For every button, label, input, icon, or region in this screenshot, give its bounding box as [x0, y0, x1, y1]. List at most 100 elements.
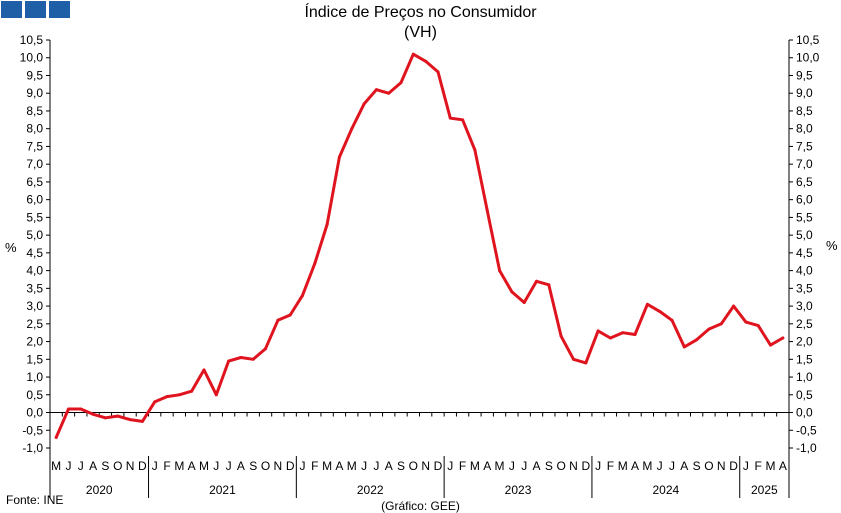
chart-credit: (Gráfico: GEE)	[381, 499, 460, 513]
y-tick-label-right: 7,0	[796, 157, 813, 171]
chart-subtitle: (VH)	[404, 24, 437, 41]
y-tick-label-right: 3,5	[796, 281, 813, 295]
y-tick-label-left: 3,5	[26, 281, 43, 295]
data-point	[473, 148, 477, 152]
data-point	[732, 304, 736, 308]
month-label: J	[669, 459, 675, 473]
data-point	[719, 322, 723, 326]
month-label: O	[556, 459, 565, 473]
y-tick-label-left: 0,0	[26, 406, 43, 420]
month-label: O	[261, 459, 270, 473]
month-label: F	[163, 459, 170, 473]
y-tick-label-right: 7,5	[796, 139, 813, 153]
month-label: J	[299, 459, 305, 473]
data-point	[190, 389, 194, 393]
month-label: A	[335, 459, 343, 473]
data-point	[670, 318, 674, 322]
data-point	[633, 332, 637, 336]
month-label: A	[483, 459, 491, 473]
source-note: Fonte: INE	[6, 493, 64, 507]
month-label: J	[226, 459, 232, 473]
y-tick-label-left: 0,5	[26, 388, 43, 402]
y-tick-label-left: -0,5	[22, 423, 43, 437]
data-point	[325, 222, 329, 226]
data-point	[424, 59, 428, 63]
y-tick-label-left: 1,0	[26, 370, 43, 384]
data-point	[374, 88, 378, 92]
data-point	[781, 336, 785, 340]
data-point	[214, 393, 218, 397]
data-point	[695, 338, 699, 342]
month-label: M	[618, 459, 628, 473]
y-tick-label-left: 9,5	[26, 68, 43, 82]
month-label: N	[126, 459, 135, 473]
month-label: J	[78, 459, 84, 473]
month-label: M	[495, 459, 505, 473]
data-point	[116, 414, 120, 418]
data-point	[251, 357, 255, 361]
data-point	[350, 127, 354, 131]
y-tick-label-left: 4,0	[26, 264, 43, 278]
y-tick-label-left: 1,5	[26, 352, 43, 366]
data-point	[411, 52, 415, 56]
month-label: M	[470, 459, 480, 473]
data-point	[91, 412, 95, 416]
data-point	[596, 329, 600, 333]
data-point	[239, 356, 243, 360]
y-tick-label-right: 10,0	[796, 51, 820, 65]
data-point	[645, 302, 649, 306]
month-label: A	[188, 459, 196, 473]
month-label: D	[286, 459, 295, 473]
data-point	[288, 313, 292, 317]
y-tick-label-right: 10,5	[796, 33, 820, 47]
y-tick-label-right: 2,5	[796, 317, 813, 331]
y-tick-label-right: 9,0	[796, 86, 813, 100]
month-label: J	[521, 459, 527, 473]
data-point	[177, 393, 181, 397]
data-point	[362, 102, 366, 106]
month-label: J	[65, 459, 71, 473]
month-label: J	[373, 459, 379, 473]
month-label: S	[693, 459, 701, 473]
y-tick-label-left: 5,5	[26, 210, 43, 224]
month-label: S	[249, 459, 257, 473]
data-point	[461, 118, 465, 122]
y-tick-label-right: 4,0	[796, 264, 813, 278]
data-point	[658, 309, 662, 313]
data-point	[140, 419, 144, 423]
data-point	[128, 418, 132, 422]
series-line	[54, 52, 785, 439]
data-point	[436, 70, 440, 74]
y-tick-label-right: 2,0	[796, 335, 813, 349]
data-point	[66, 407, 70, 411]
month-label: S	[397, 459, 405, 473]
month-label: J	[595, 459, 601, 473]
data-point	[276, 318, 280, 322]
y-tick-label-right: 0,0	[796, 406, 813, 420]
month-label: J	[152, 459, 158, 473]
data-point	[571, 357, 575, 361]
y-tick-label-right: 0,5	[796, 388, 813, 402]
month-label: N	[421, 459, 430, 473]
y-tick-label-right: 1,0	[796, 370, 813, 384]
month-label: J	[509, 459, 515, 473]
data-point	[559, 334, 563, 338]
year-label: 2023	[505, 483, 532, 497]
y-tick-label-left: -1,0	[22, 441, 43, 455]
month-label: D	[581, 459, 590, 473]
y-axis-label-left: %	[5, 240, 17, 255]
data-point	[707, 327, 711, 331]
y-tick-label-right: 8,5	[796, 104, 813, 118]
month-label: A	[680, 459, 688, 473]
y-tick-label-left: 4,5	[26, 246, 43, 260]
month-label: O	[113, 459, 122, 473]
month-label: A	[89, 459, 97, 473]
month-label: F	[459, 459, 466, 473]
month-label: M	[174, 459, 184, 473]
year-label: 2025	[751, 483, 778, 497]
data-point	[584, 361, 588, 365]
data-point	[744, 320, 748, 324]
data-point	[313, 262, 317, 266]
y-tick-label-right: 9,5	[796, 68, 813, 82]
